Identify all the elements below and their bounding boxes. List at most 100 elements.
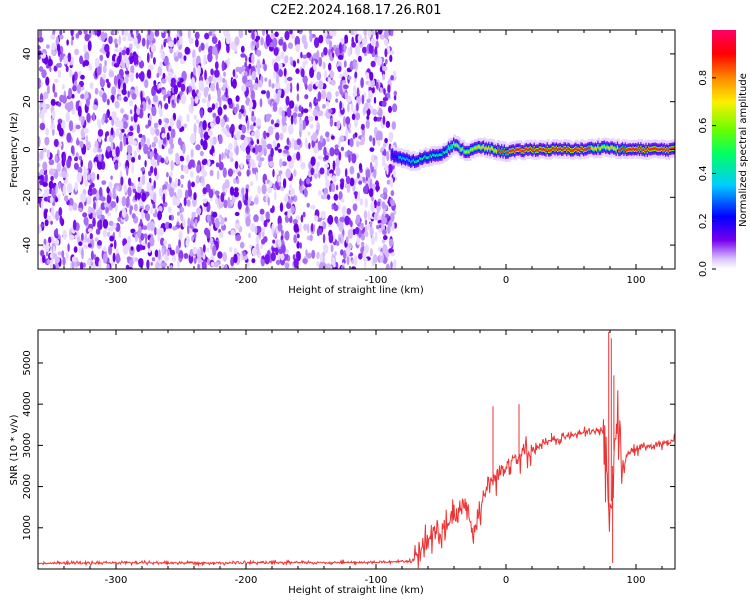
colorbar-tick-label: 0.0 — [698, 261, 709, 277]
noise-speckle — [289, 30, 293, 35]
noise-speckle — [182, 143, 186, 154]
noise-speckle — [305, 177, 311, 185]
noise-speckle — [322, 233, 326, 244]
noise-speckle — [97, 240, 102, 246]
noise-speckle — [277, 175, 281, 183]
noise-speckle — [345, 37, 348, 43]
noise-speckle — [376, 56, 383, 66]
noise-speckle — [360, 229, 365, 235]
colorbar-tick-label: 0.6 — [698, 118, 709, 134]
noise-speckle — [131, 93, 137, 100]
noise-speckle — [172, 226, 178, 231]
noise-speckle — [292, 112, 298, 119]
noise-speckle — [96, 148, 103, 153]
noise-speckle — [171, 99, 175, 106]
noise-speckle — [340, 37, 345, 45]
noise-speckle — [348, 129, 352, 134]
noise-speckle — [233, 190, 239, 198]
noise-speckle — [259, 208, 265, 215]
noise-speckle — [255, 35, 261, 41]
noise-speckle — [251, 161, 256, 169]
noise-speckle — [316, 71, 322, 81]
spectrogram-ridge — [390, 134, 675, 172]
noise-speckle — [303, 108, 309, 113]
noise-speckle — [216, 170, 220, 180]
noise-speckle — [126, 165, 129, 176]
noise-speckle — [345, 127, 349, 139]
noise-speckle — [89, 233, 94, 240]
noise-speckle — [250, 115, 257, 122]
noise-speckle — [177, 137, 182, 146]
noise-speckle — [67, 52, 72, 63]
noise-speckle — [59, 215, 63, 225]
noise-speckle — [309, 123, 314, 129]
noise-speckle — [52, 110, 56, 119]
noise-speckle — [200, 108, 204, 119]
noise-speckle — [261, 227, 266, 233]
noise-speckle — [354, 118, 358, 128]
noise-speckle — [161, 262, 168, 267]
noise-speckle — [337, 65, 342, 72]
noise-speckle — [221, 127, 225, 132]
noise-speckle — [40, 108, 45, 120]
noise-speckle — [156, 72, 160, 78]
noise-speckle — [208, 75, 212, 83]
noise-speckle — [158, 104, 161, 115]
noise-speckle — [227, 97, 233, 105]
noise-speckle — [186, 199, 191, 207]
noise-speckle — [265, 211, 270, 220]
noise-speckle — [57, 251, 63, 256]
noise-speckle — [245, 154, 252, 160]
noise-speckle — [141, 245, 146, 250]
noise-speckle — [194, 218, 198, 227]
noise-speckle — [83, 216, 89, 226]
noise-speckle — [316, 161, 321, 168]
noise-speckle — [184, 189, 189, 199]
x-tick-label: -300 — [105, 275, 128, 286]
noise-speckle — [381, 146, 385, 152]
noise-speckle — [120, 176, 124, 186]
noise-speckle — [130, 65, 135, 75]
noise-speckle — [306, 52, 312, 59]
noise-speckle — [76, 137, 79, 146]
noise-speckle — [202, 120, 207, 131]
noise-speckle — [195, 119, 200, 124]
noise-speckle — [340, 182, 344, 190]
noise-speckle — [87, 40, 92, 52]
noise-speckle — [344, 215, 350, 226]
noise-speckle — [367, 210, 371, 221]
noise-speckle — [222, 83, 226, 92]
noise-speckle — [285, 168, 292, 179]
noise-speckle — [96, 173, 100, 180]
noise-speckle — [391, 121, 396, 130]
noise-speckle — [383, 30, 389, 39]
noise-speckle — [274, 146, 279, 151]
noise-speckle — [275, 247, 279, 256]
noise-speckle — [224, 264, 228, 269]
noise-speckle — [120, 108, 125, 114]
noise-speckle — [173, 84, 178, 95]
noise-speckle — [134, 233, 138, 243]
noise-speckle — [311, 249, 316, 259]
noise-speckle — [160, 52, 165, 60]
noise-speckle — [121, 89, 127, 96]
noise-speckle — [207, 129, 213, 137]
colorbar-ticks: 0.0 0.2 0.4 0.6 0.8 — [698, 70, 716, 277]
noise-speckle — [162, 193, 166, 204]
noise-speckle — [83, 30, 88, 35]
noise-speckle — [93, 201, 96, 211]
noise-speckle — [329, 117, 334, 127]
noise-speckle — [108, 245, 113, 255]
noise-speckle — [46, 84, 50, 94]
noise-speckle — [201, 175, 204, 184]
noise-speckle — [363, 250, 366, 260]
noise-speckle — [259, 157, 265, 162]
noise-speckle — [133, 54, 137, 66]
noise-speckle — [251, 31, 255, 40]
noise-speckle — [288, 199, 293, 204]
colorbar-tick-label: 0.4 — [698, 165, 709, 181]
noise-speckle — [390, 261, 393, 269]
noise-speckle — [270, 119, 274, 125]
noise-speckle — [153, 80, 157, 86]
noise-speckle — [210, 68, 214, 76]
